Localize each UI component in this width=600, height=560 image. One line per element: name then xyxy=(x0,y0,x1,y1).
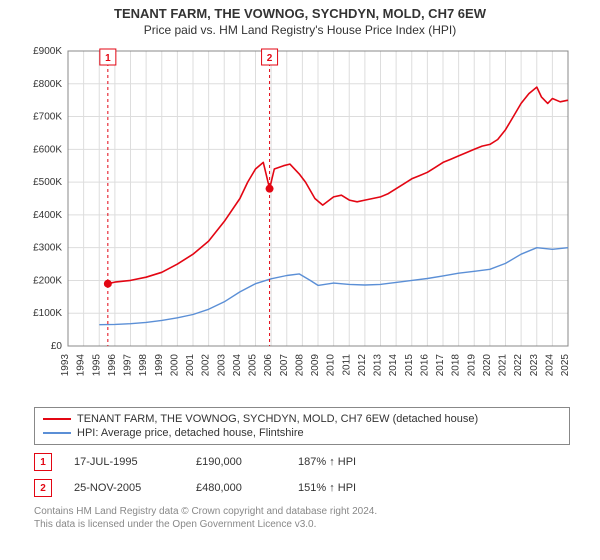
svg-text:£300K: £300K xyxy=(33,243,62,254)
svg-text:£800K: £800K xyxy=(33,79,62,90)
svg-text:1994: 1994 xyxy=(76,354,87,377)
svg-text:2020: 2020 xyxy=(482,354,493,377)
svg-text:1999: 1999 xyxy=(154,354,165,377)
svg-text:2000: 2000 xyxy=(169,354,180,377)
legend-swatch xyxy=(43,418,71,420)
svg-text:£700K: £700K xyxy=(33,112,62,123)
legend-label: HPI: Average price, detached house, Flin… xyxy=(77,427,304,439)
attribution-line: This data is licensed under the Open Gov… xyxy=(34,518,570,531)
marker-number-box: 2 xyxy=(34,479,52,497)
svg-text:1: 1 xyxy=(105,53,111,64)
svg-text:2006: 2006 xyxy=(263,354,274,377)
svg-text:£900K: £900K xyxy=(33,46,62,57)
marker-delta: 151% ↑ HPI xyxy=(298,482,356,494)
legend: TENANT FARM, THE VOWNOG, SYCHDYN, MOLD, … xyxy=(34,407,570,445)
svg-text:£100K: £100K xyxy=(33,308,62,319)
marker-row: 1 17-JUL-1995 £190,000 187% ↑ HPI xyxy=(34,449,570,475)
marker-price: £190,000 xyxy=(196,456,276,468)
svg-text:2022: 2022 xyxy=(513,354,524,377)
svg-text:£600K: £600K xyxy=(33,144,62,155)
attribution-line: Contains HM Land Registry data © Crown c… xyxy=(34,505,570,518)
legend-label: TENANT FARM, THE VOWNOG, SYCHDYN, MOLD, … xyxy=(77,413,478,425)
legend-item: HPI: Average price, detached house, Flin… xyxy=(43,426,561,440)
svg-text:2001: 2001 xyxy=(185,354,196,377)
svg-text:2009: 2009 xyxy=(310,354,321,377)
svg-text:2013: 2013 xyxy=(373,354,384,377)
svg-text:2002: 2002 xyxy=(201,354,212,377)
svg-text:1993: 1993 xyxy=(60,354,71,377)
svg-text:2018: 2018 xyxy=(451,354,462,377)
marker-table: 1 17-JUL-1995 £190,000 187% ↑ HPI 2 25-N… xyxy=(34,449,570,501)
svg-text:£200K: £200K xyxy=(33,275,62,286)
legend-swatch xyxy=(43,432,71,434)
svg-text:2015: 2015 xyxy=(404,354,415,377)
svg-text:1996: 1996 xyxy=(107,354,118,377)
svg-text:1995: 1995 xyxy=(91,354,102,377)
svg-text:2007: 2007 xyxy=(279,354,290,377)
svg-text:2005: 2005 xyxy=(248,354,259,377)
svg-text:2019: 2019 xyxy=(466,354,477,377)
svg-text:2024: 2024 xyxy=(544,354,555,377)
chart-subtitle: Price paid vs. HM Land Registry's House … xyxy=(0,21,600,41)
marker-delta: 187% ↑ HPI xyxy=(298,456,356,468)
attribution: Contains HM Land Registry data © Crown c… xyxy=(34,505,570,531)
svg-text:2014: 2014 xyxy=(388,354,399,377)
svg-text:2011: 2011 xyxy=(341,354,352,376)
chart-title: TENANT FARM, THE VOWNOG, SYCHDYN, MOLD, … xyxy=(0,0,600,21)
svg-text:2004: 2004 xyxy=(232,354,243,377)
marker-price: £480,000 xyxy=(196,482,276,494)
svg-text:2017: 2017 xyxy=(435,354,446,377)
marker-row: 2 25-NOV-2005 £480,000 151% ↑ HPI xyxy=(34,475,570,501)
svg-text:£500K: £500K xyxy=(33,177,62,188)
line-chart: £0 £100K £200K £300K £400K £500K £600K £700K £80… xyxy=(20,41,580,401)
svg-text:2: 2 xyxy=(267,53,273,64)
svg-text:2010: 2010 xyxy=(326,354,337,377)
svg-text:1997: 1997 xyxy=(123,354,134,377)
svg-text:£400K: £400K xyxy=(33,210,62,221)
marker-date: 25-NOV-2005 xyxy=(74,482,174,494)
svg-text:2012: 2012 xyxy=(357,354,368,377)
svg-text:2025: 2025 xyxy=(560,354,571,377)
svg-text:2016: 2016 xyxy=(419,354,430,377)
marker-date: 17-JUL-1995 xyxy=(74,456,174,468)
chart-area: £0 £100K £200K £300K £400K £500K £600K £700K £80… xyxy=(20,41,580,401)
svg-text:2023: 2023 xyxy=(529,354,540,377)
svg-text:2008: 2008 xyxy=(294,354,305,377)
svg-text:2021: 2021 xyxy=(498,354,509,377)
svg-text:1998: 1998 xyxy=(138,354,149,377)
svg-text:£0: £0 xyxy=(51,341,63,352)
legend-item: TENANT FARM, THE VOWNOG, SYCHDYN, MOLD, … xyxy=(43,412,561,426)
svg-text:2003: 2003 xyxy=(216,354,227,377)
marker-number-box: 1 xyxy=(34,453,52,471)
